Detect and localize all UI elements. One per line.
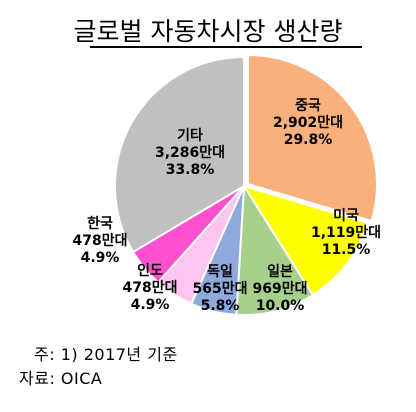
slice-value: 1,119만대: [311, 225, 381, 241]
slice-name: 독일: [207, 264, 233, 280]
slice-percent: 4.9%: [131, 297, 170, 313]
slice-percent: 33.8%: [166, 162, 215, 178]
slice-value: 478만대: [123, 280, 178, 296]
slice-name: 인도: [137, 262, 163, 279]
pie-slice-6: [114, 55, 245, 254]
slice-percent: 5.8%: [201, 298, 240, 314]
source-note: 자료: OICA: [19, 369, 103, 388]
slice-value: 478만대: [73, 233, 128, 249]
slice-name: 중국: [295, 98, 321, 114]
footnote: 주: 1) 2017년 기준: [34, 345, 178, 364]
slice-name: 미국: [333, 208, 359, 224]
pie-slice-1: [241, 184, 369, 297]
slice-value: 969만대: [253, 281, 308, 297]
pie-slice-2: [235, 182, 315, 316]
title-underline: [90, 46, 362, 48]
pie-slice-0: [247, 53, 378, 223]
slice-name: 기타: [177, 128, 203, 144]
slice-value: 3,286만대: [155, 145, 225, 161]
slice-name: 일본: [267, 264, 293, 280]
slice-percent: 29.8%: [284, 132, 333, 148]
slice-value: 2,902만대: [273, 115, 343, 131]
slice-name: 한국: [87, 216, 113, 232]
slice-percent: 10.0%: [256, 298, 305, 314]
chart-title: 글로벌 자동차시장 생산량: [73, 17, 343, 46]
slice-percent: 4.9%: [81, 250, 120, 266]
slice-value: 565만대: [193, 281, 248, 297]
slice-percent: 11.5%: [322, 242, 371, 258]
